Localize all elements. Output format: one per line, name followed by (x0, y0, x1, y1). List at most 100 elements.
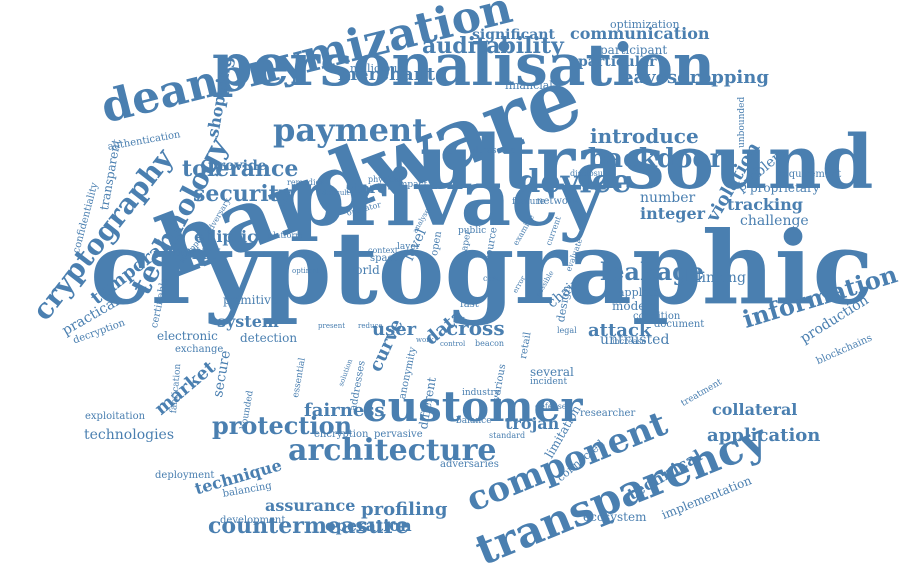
word-requirement: requirement (778, 169, 842, 180)
word-exchange: exchange (175, 344, 224, 355)
word-deployment: deployment (155, 470, 215, 481)
word-essential: essential (291, 357, 308, 399)
word-profiling: profiling (361, 499, 448, 520)
word-proprietary: proprietary (750, 181, 820, 195)
word-detection: detection (240, 331, 298, 345)
word-case: case (483, 274, 502, 283)
word-feature: feature (512, 197, 546, 207)
word-number: number (640, 190, 696, 206)
word-system: system (217, 312, 279, 331)
word-protection: protection (212, 411, 353, 440)
word-countermeasure: countermeasure (208, 513, 410, 539)
word-disclosure: disclosure (570, 169, 612, 178)
word-incident: incident (530, 377, 568, 387)
word-attack: attack (588, 320, 652, 341)
word-security: security (193, 181, 292, 207)
word-cryptographic: cryptographic (90, 209, 874, 327)
word-elliptic: elliptic (194, 227, 257, 246)
word-communication: communication (570, 24, 710, 43)
word-fairness: fairness (304, 400, 385, 421)
word-privacy: privacy (290, 153, 604, 244)
word-context: context (368, 246, 399, 255)
word-condition: condition (633, 311, 681, 322)
word-cross: cross (446, 316, 505, 340)
word-introduce: introduce (590, 124, 699, 148)
word-leakage: leakage (600, 257, 705, 286)
word-technologies: technologies (84, 427, 175, 443)
word-control: control (440, 340, 466, 348)
word-primitive: primitive (223, 293, 279, 307)
word-remedies: remedies (287, 178, 325, 187)
word-several: several (530, 365, 574, 379)
word-blockchains: blockchains (814, 332, 874, 368)
word-ultrasonic: ultrasonic (470, 146, 516, 156)
word-adversaries: adversaries (440, 459, 499, 470)
word-retail: retail (518, 331, 534, 360)
word-reduce: reduce (358, 322, 383, 330)
word-legal: legal (557, 326, 577, 335)
word-layer: layer (397, 242, 420, 252)
word-development: development (220, 515, 286, 526)
word-personalisation: personalisation (212, 31, 716, 99)
word-payment: payment (273, 111, 427, 149)
word-space: space (370, 253, 400, 264)
word-modern: modern (612, 299, 659, 313)
word-optimal: optimal (292, 267, 319, 275)
word-ultrasound: ultrasound (420, 120, 874, 206)
word-defense: defense (535, 402, 567, 411)
word-standard: standard (489, 431, 526, 440)
word-researcher: researcher (580, 408, 636, 419)
word-applets: applets (618, 286, 659, 299)
word-participant: participant (600, 43, 668, 57)
word-world: world (345, 263, 380, 277)
word-physical: physical (368, 175, 402, 184)
word-device: device (518, 162, 632, 200)
word-unbounded: unbounded (737, 96, 747, 148)
word-impact: impact (396, 180, 428, 190)
word-tolerance: tolerance (182, 156, 299, 182)
word-tracking: tracking (727, 195, 803, 214)
word-ecosystem: ecosystem (583, 510, 647, 524)
word-optimization: optimization (610, 18, 680, 31)
word-backdoor: backdoor (588, 144, 724, 174)
word-increase: increase (612, 337, 647, 346)
word-fast: fast (460, 299, 479, 310)
word-market: market (150, 356, 220, 420)
word-significant: significant (472, 27, 555, 43)
word-store: store (346, 181, 386, 197)
word-beacon: beacon (475, 339, 505, 348)
word-integer: integer (640, 204, 706, 223)
word-document: document (654, 319, 705, 330)
word-challenge: challenge (740, 213, 809, 229)
word-industry: industry (462, 388, 500, 398)
word-application: application (707, 425, 821, 446)
word-auditability: auditability (422, 33, 564, 59)
word-platform: platform (268, 231, 303, 240)
word-network: network (537, 196, 579, 207)
word-architecture: architecture (288, 433, 497, 468)
word-operation: operation (325, 516, 412, 535)
word-collateral: collateral (712, 400, 798, 419)
word-user: user (372, 319, 417, 340)
word-particular: particular (578, 54, 657, 70)
word-snappy: snappy (165, 244, 220, 260)
word-exploitation: exploitation (85, 411, 146, 422)
word-provide: provide (208, 158, 267, 174)
word-customer: customer (362, 382, 583, 431)
word-balance: balance (456, 416, 492, 426)
word-linking: linking (697, 270, 746, 286)
word-trojan: trojan (505, 414, 560, 433)
word-electronic: electronic (157, 329, 218, 343)
word-difficult: difficult (322, 189, 350, 197)
word-present: present (318, 322, 346, 330)
word-encryption: encryption (314, 429, 369, 440)
word-untrusted: untrusted (600, 332, 670, 348)
word-public: public (458, 226, 487, 236)
word-work: work (416, 336, 434, 344)
word-financial: financial (505, 79, 553, 92)
word-eavesdropping: eavesdropping (622, 67, 769, 88)
word-merchant: merchant (338, 64, 436, 85)
word-pervasive: pervasive (374, 429, 423, 440)
word-malicious: malicious (350, 62, 404, 75)
